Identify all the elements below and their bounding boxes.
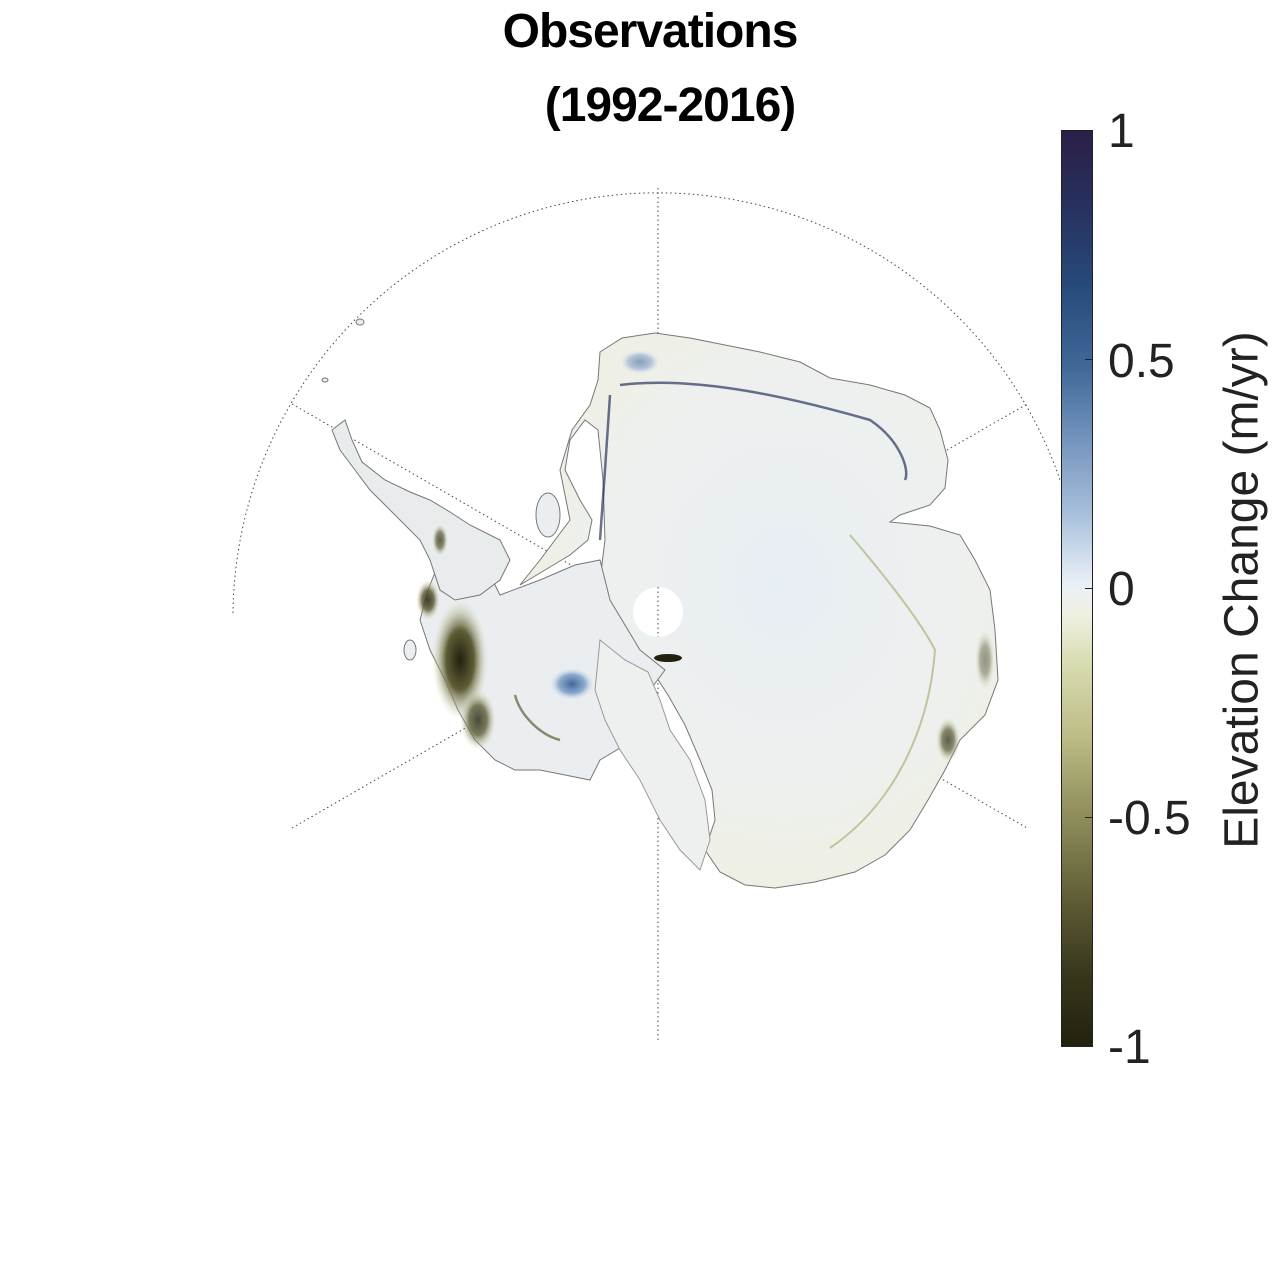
- east-antarctica: [519, 332, 999, 889]
- colorbar-tick-label: 0.5: [1108, 335, 1175, 388]
- colorbar-tick: [1085, 817, 1093, 818]
- ross-coast-thinning: [654, 654, 682, 662]
- colorbar-tick-label: 0: [1108, 563, 1135, 616]
- grounding-line-ridge: [829, 534, 937, 849]
- antarctic-peninsula: [331, 419, 511, 601]
- kamb-ice-stream-thickening: [550, 668, 594, 700]
- island: [535, 492, 561, 538]
- island: [355, 318, 365, 326]
- graticule-circle: [232, 192, 1061, 614]
- amundsen-sea-thinning: [460, 690, 496, 750]
- colorbar-tick-label: -1: [1108, 1021, 1151, 1074]
- colorbar-tick-label: 1: [1108, 105, 1135, 158]
- peninsula-thinning: [432, 524, 448, 556]
- colorbar-tick-label: -0.5: [1108, 792, 1191, 845]
- totten-thinning: [936, 718, 960, 762]
- grounding-line-ridge: [598, 394, 612, 541]
- colorbar-tick: [1085, 1046, 1093, 1047]
- island: [321, 377, 329, 383]
- map-title-line-2: (1992-2016): [544, 79, 797, 132]
- island: [403, 639, 417, 661]
- elevation-change-features: [416, 350, 995, 849]
- map-title-line-1: Observations: [502, 5, 799, 58]
- wilkes-coast-thinning: [975, 630, 995, 690]
- dml-coast-thickening: [620, 350, 660, 374]
- amundsen-sea-thinning: [432, 600, 488, 720]
- colorbar-tick: [1085, 588, 1093, 589]
- colorbar-tick: [1085, 130, 1093, 131]
- grounding-line-ridge: [513, 694, 561, 742]
- pole-hole: [633, 587, 683, 637]
- colorbar-tick: [1085, 359, 1093, 360]
- ross-ice-shelf: [594, 639, 711, 871]
- grounding-line-ridge: [619, 381, 908, 481]
- peninsula-thinning: [416, 580, 440, 620]
- colorbar-label: Elevation Change (m/yr): [1215, 331, 1269, 849]
